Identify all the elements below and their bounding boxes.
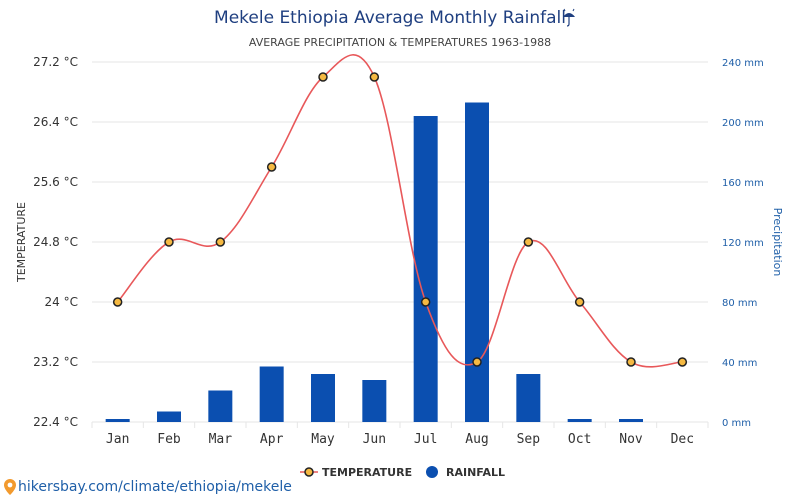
legend-rainfall-label: RAINFALL [446,466,505,479]
y-axis-left-ticks: 27.2 °C 26.4 °C 25.6 °C 24.8 °C 24 °C 23.2 °C… [33,55,78,429]
chart-title: Mekele Ethiopia Average Monthly Rainfall [214,8,566,28]
y-left-tick-label: 24.8 °C [33,235,78,249]
x-tick-label: Jul [414,432,437,447]
y-left-tick-label: 23.2 °C [33,355,78,369]
legend-temperature-label: TEMPERATURE [322,466,412,479]
x-tick-label: Sep [517,432,541,447]
location-pin-icon [4,479,16,495]
y-right-tick-label: 120 mm [722,238,764,249]
temperature-point[interactable] [164,237,174,247]
y-right-tick-label: 240 mm [722,58,764,69]
x-tick-label: Feb [157,432,181,447]
legend-item-temperature[interactable]: TEMPERATURE [300,466,412,479]
y-left-tick-label: 26.4 °C [33,115,78,129]
legend-item-rainfall[interactable]: RAINFALL [426,466,505,479]
rainfall-bar[interactable] [413,116,438,422]
x-tick-label: Aug [465,432,488,447]
temperature-point[interactable] [420,297,431,307]
x-axis-ticks: Jan Feb Mar Apr May Jun Jul Aug Sep Oct Nov Dec [106,432,694,447]
temperature-point[interactable] [369,72,380,82]
rainfall-bar[interactable] [157,411,181,423]
temperature-line [117,54,683,368]
y-axis-right-title: Precipitation [771,208,784,277]
y-left-tick-label: 25.6 °C [33,175,78,189]
rainfall-bars [105,102,643,423]
x-tick-label: Oct [568,432,591,447]
y-axis-right-ticks: 240 mm 200 mm 160 mm 120 mm 80 mm 40 mm 0 mm [722,58,764,429]
legend-temperature-marker-icon [304,467,314,477]
rainfall-bar[interactable] [208,390,233,423]
x-tick-label: Dec [671,432,694,447]
rainfall-bar[interactable] [516,374,541,422]
temperature-markers [112,72,688,367]
legend-rainfall-marker-icon [426,466,438,478]
x-tick-label: May [311,432,335,447]
y-right-tick-label: 40 mm [722,358,757,369]
rainfall-bar[interactable] [567,419,592,422]
y-left-tick-label: 27.2 °C [33,55,78,69]
y-left-tick-label: 22.4 °C [33,415,78,429]
temperature-point[interactable] [677,357,688,367]
x-tick-label: Jan [106,432,129,447]
x-tick-label: Jun [363,432,386,447]
source-link-text[interactable]: hikersbay.com/climate/ethiopia/mekele [18,479,292,495]
temperature-point[interactable] [266,162,277,172]
temperature-point[interactable] [112,297,123,307]
x-tick-label: Mar [209,432,233,447]
temperature-point[interactable] [523,237,534,247]
chart-subtitle: AVERAGE PRECIPITATION & TEMPERATURES 196… [249,36,551,49]
x-tick-label: Nov [619,432,643,447]
y-left-tick-label: 24 °C [45,295,78,309]
temperature-point[interactable] [574,297,585,307]
rainfall-bar[interactable] [311,374,335,422]
x-tick-label: Apr [260,432,284,447]
source-link[interactable]: hikersbay.com/climate/ethiopia/mekele [4,479,292,495]
rainfall-bar[interactable] [362,380,387,422]
y-right-tick-label: 160 mm [722,178,764,189]
y-right-tick-label: 80 mm [722,298,757,309]
temperature-point[interactable] [472,357,482,367]
y-axis-left-title: TEMPERATURE [15,202,28,283]
rainfall-bar[interactable] [105,419,130,422]
y-right-tick-label: 200 mm [722,118,764,129]
legend: TEMPERATURE RAINFALL [300,466,505,479]
grid-lines [91,61,709,428]
temperature-point[interactable] [215,237,226,247]
rainfall-bar[interactable] [465,102,489,423]
umbrella-rain-icon [563,8,575,27]
rainfall-bar[interactable] [619,419,643,422]
temperature-point[interactable] [318,72,328,82]
y-right-tick-label: 0 mm [722,418,751,429]
rainfall-bar[interactable] [259,366,284,423]
temperature-point[interactable] [626,357,636,367]
